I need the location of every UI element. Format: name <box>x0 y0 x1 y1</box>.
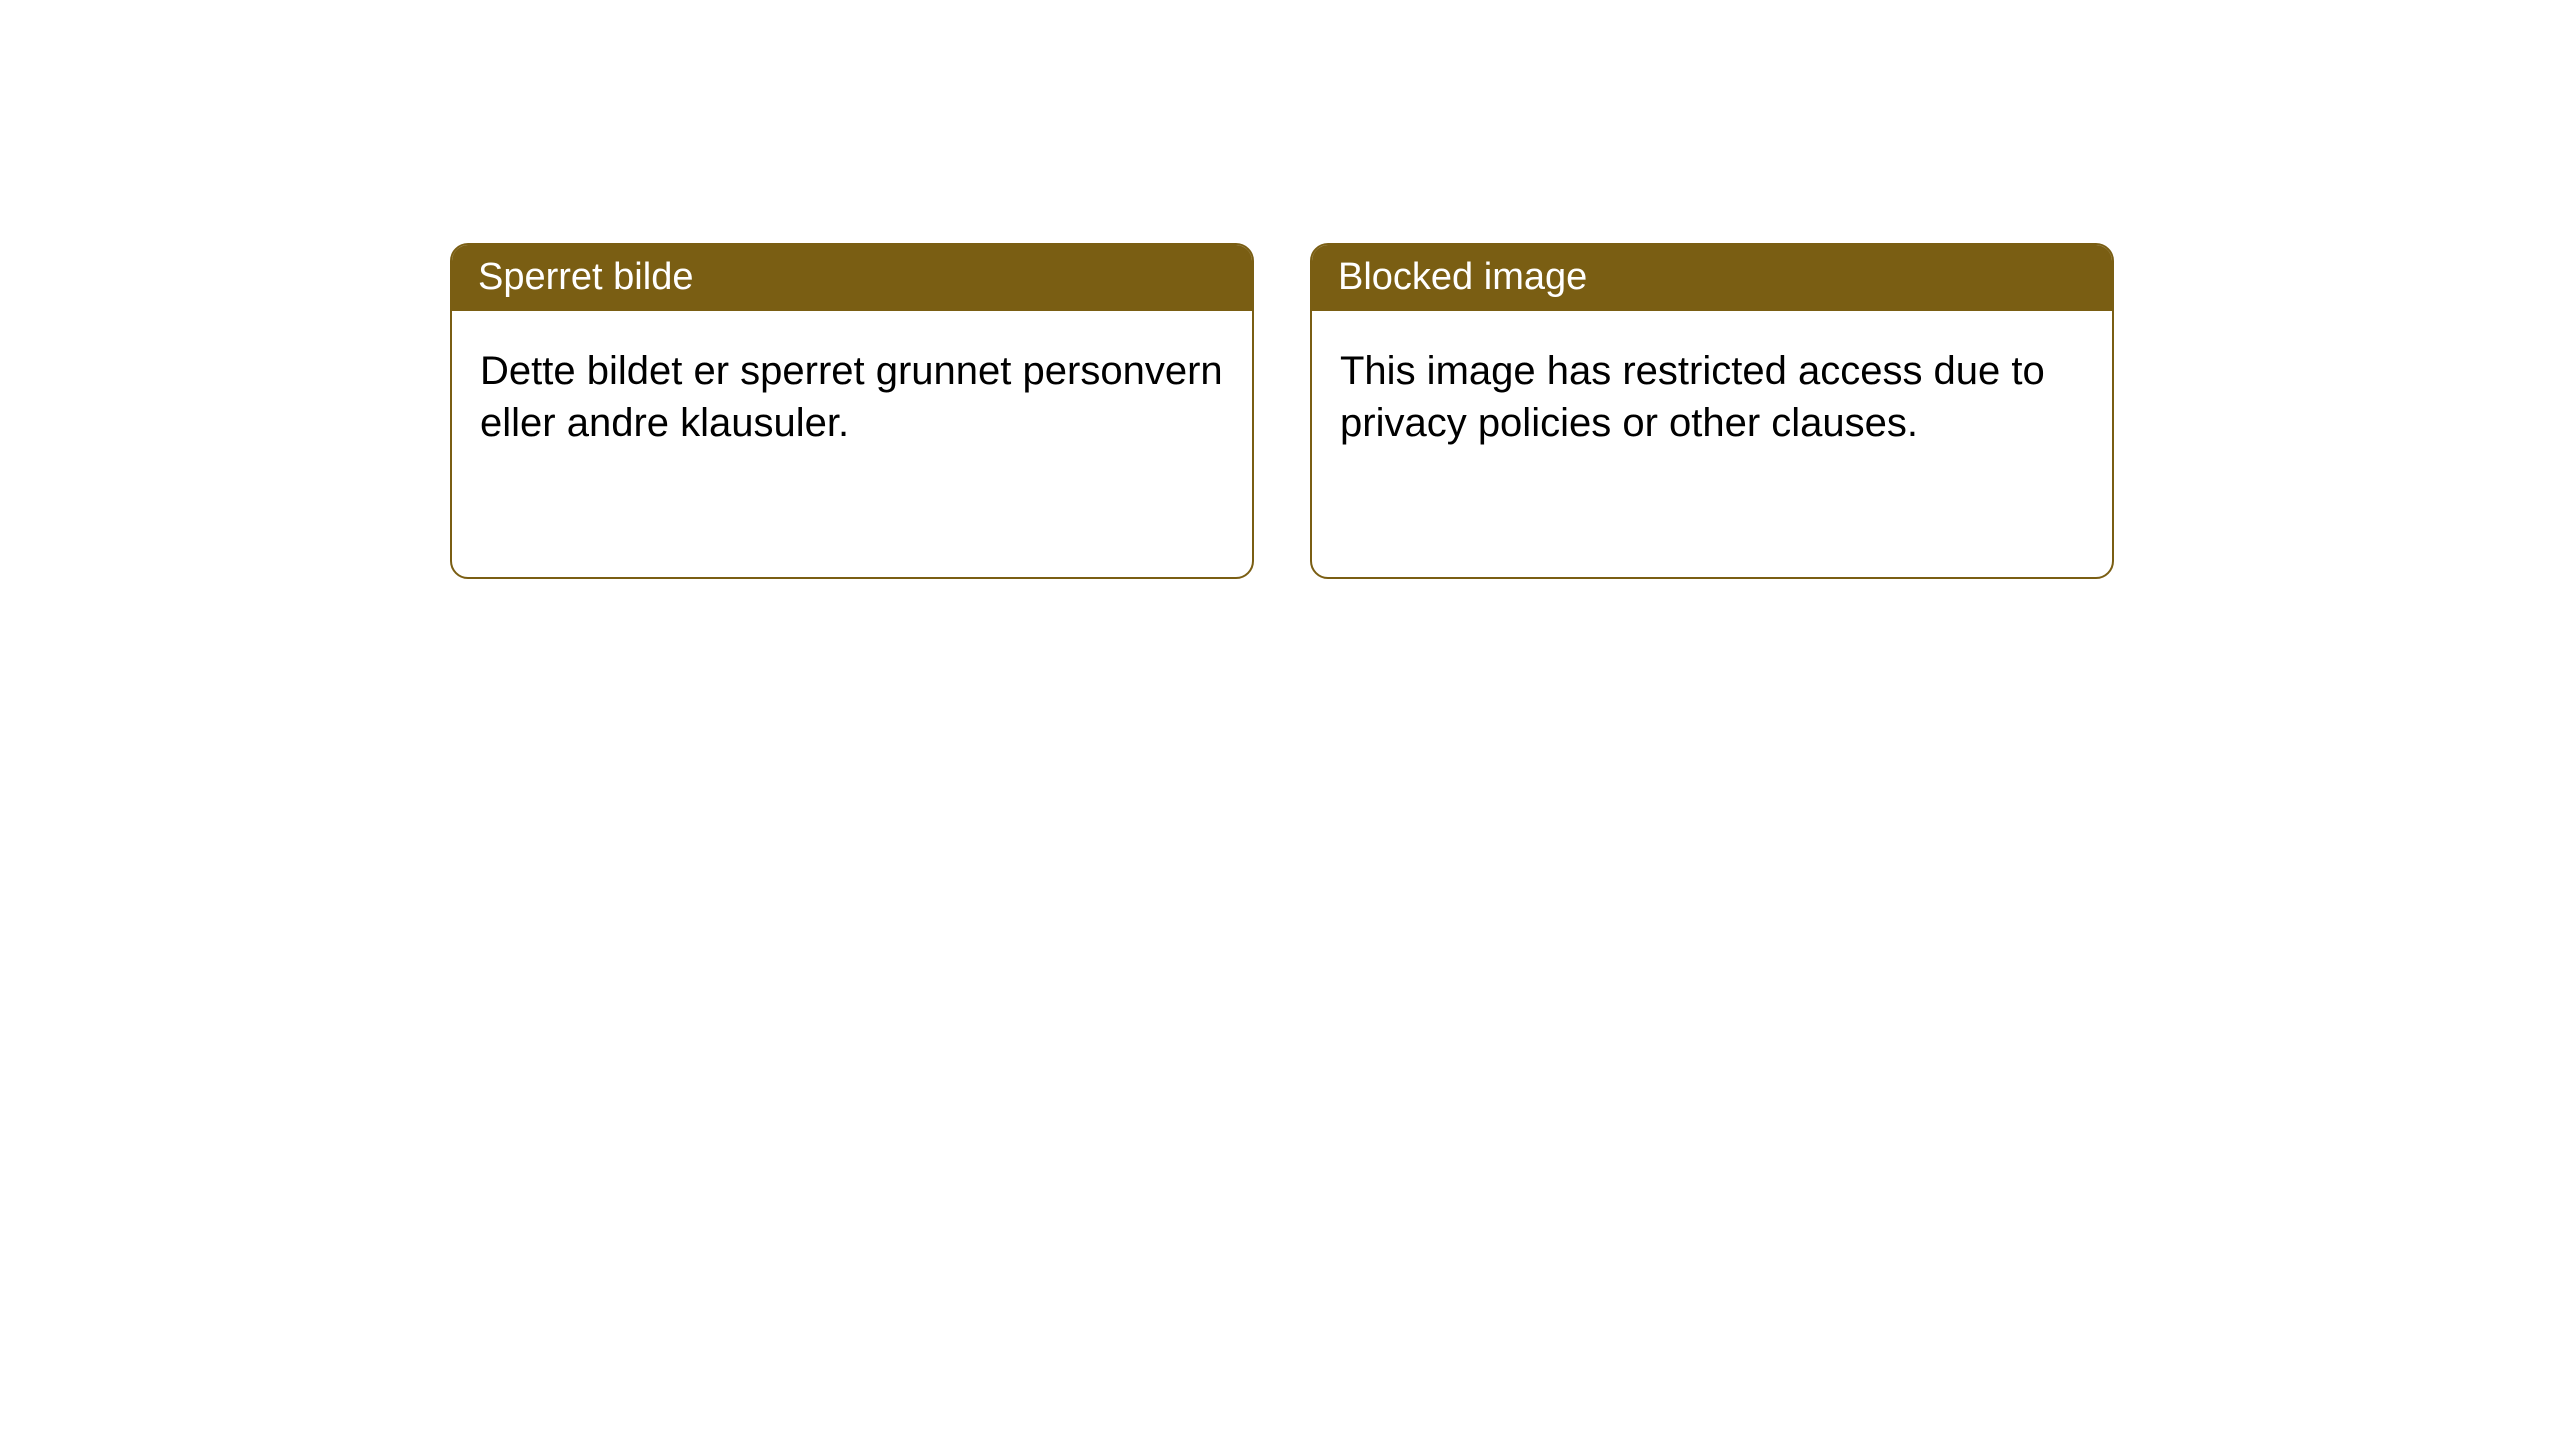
notice-card-body: This image has restricted access due to … <box>1312 311 2112 483</box>
notice-container: Sperret bilde Dette bildet er sperret gr… <box>0 0 2560 579</box>
notice-card-title: Blocked image <box>1312 245 2112 311</box>
notice-card-norwegian: Sperret bilde Dette bildet er sperret gr… <box>450 243 1254 579</box>
notice-card-body: Dette bildet er sperret grunnet personve… <box>452 311 1252 483</box>
notice-card-english: Blocked image This image has restricted … <box>1310 243 2114 579</box>
notice-card-title: Sperret bilde <box>452 245 1252 311</box>
